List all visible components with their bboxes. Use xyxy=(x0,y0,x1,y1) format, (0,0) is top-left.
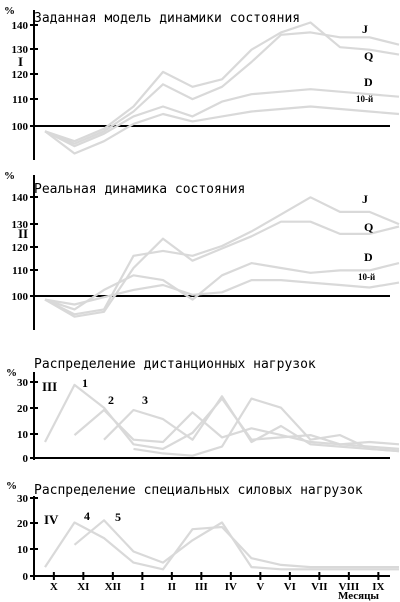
month-label: VIII xyxy=(338,581,359,593)
y-tick-label: 30 xyxy=(17,493,29,505)
series-line-1-1 xyxy=(44,21,400,143)
chart-title-3: Распределение дистанционных нагрузок xyxy=(34,357,316,372)
tick-marks-4: 30 20 10 0 xyxy=(17,493,38,583)
series-line-4-2 xyxy=(73,519,399,571)
series-line-2-4 xyxy=(44,279,400,306)
series-line-4-1 xyxy=(44,521,399,571)
series-group-4 xyxy=(44,519,399,571)
series-line-2-3 xyxy=(44,262,400,311)
series-group-2 xyxy=(44,196,400,318)
series-line-3-3 xyxy=(103,395,400,453)
series-label-Q-2: Q xyxy=(364,220,373,234)
y-tick-label: 0 xyxy=(23,571,29,583)
panel-3: % Распределение дистанционных нагрузок I… xyxy=(6,357,400,465)
unit-label-3: % xyxy=(6,367,17,379)
y-tick-label: 140 xyxy=(12,192,29,204)
series-line-3-2 xyxy=(73,408,400,450)
series-label-J-2: J xyxy=(362,192,368,206)
y-tick-label: 110 xyxy=(12,265,28,277)
series-label-10-2: 10-й xyxy=(358,272,375,282)
series-line-3-1 xyxy=(44,383,400,450)
month-label: IV xyxy=(225,581,237,593)
series-line-2-2 xyxy=(44,220,400,318)
month-label: II xyxy=(168,581,177,593)
month-label: IX xyxy=(372,581,384,593)
tick-marks-3: 30 20 10 0 xyxy=(17,377,38,465)
series-label-Q-1: Q xyxy=(364,49,373,63)
chart-title-2: Реальная динамика состояния xyxy=(34,182,245,197)
series-line-2-1 xyxy=(44,196,400,316)
y-tick-label: 30 xyxy=(17,377,29,389)
tick-marks-2: 140 130 120 110 100 xyxy=(12,192,38,303)
series-label-D-2: D xyxy=(364,250,373,264)
y-tick-label: 110 xyxy=(12,94,28,106)
series-label-2-3: 2 xyxy=(108,393,114,407)
series-group-3 xyxy=(44,383,400,457)
y-tick-label: 120 xyxy=(12,242,29,254)
y-tick-label: 130 xyxy=(12,44,29,56)
series-label-10-1: 10-й xyxy=(356,94,373,104)
y-tick-label: 100 xyxy=(12,121,29,133)
y-tick-label: 130 xyxy=(12,219,29,231)
month-label: III xyxy=(195,581,208,593)
month-label: VI xyxy=(284,581,296,593)
series-line-3-4 xyxy=(133,397,400,457)
y-tick-label: 0 xyxy=(23,453,29,465)
panel-label-3: III xyxy=(42,379,57,394)
month-label: VII xyxy=(311,581,328,593)
chart-title-4: Распределение специальных силовых нагруз… xyxy=(34,483,363,498)
y-tick-label: 20 xyxy=(17,403,29,415)
series-label-5-4: 5 xyxy=(115,510,121,524)
panel-1: % Заданная модель динамики состояния I 1… xyxy=(4,5,400,160)
series-line-1-4 xyxy=(44,105,400,155)
series-group-1 xyxy=(44,21,400,155)
y-tick-label: 20 xyxy=(17,518,29,530)
series-line-1-3 xyxy=(44,88,400,148)
series-label-3-3: 3 xyxy=(142,393,148,407)
y-tick-label: 10 xyxy=(17,544,29,556)
series-label-1-3: 1 xyxy=(82,376,88,390)
y-tick-label: 10 xyxy=(17,429,29,441)
month-label: V xyxy=(256,581,264,593)
series-line-1-2 xyxy=(44,31,400,145)
month-label: XI xyxy=(77,581,89,593)
y-tick-label: 120 xyxy=(12,69,29,81)
panel-4: % Распределение специальных силовых нагр… xyxy=(6,480,399,602)
month-axis-labels: X XI XII I II III IV V VI VII VIII IX xyxy=(50,572,385,593)
unit-label-1: % xyxy=(4,5,15,17)
chart-title-1: Заданная модель динамики состояния xyxy=(34,11,300,26)
series-label-J-1: J xyxy=(362,22,368,36)
panel-label-1: I xyxy=(18,54,23,69)
month-label: XII xyxy=(105,581,122,593)
y-tick-label: 140 xyxy=(12,20,29,32)
panel-label-2: II xyxy=(18,226,28,241)
series-label-D-1: D xyxy=(364,75,373,89)
panel-2: % Реальная динамика состояния II 1401301… xyxy=(4,170,400,330)
series-label-4-4: 4 xyxy=(84,509,90,523)
tick-marks-1: 140 130 120 110 100 xyxy=(12,20,38,133)
x-axis-label: Месяцы xyxy=(338,590,379,602)
y-tick-label: 100 xyxy=(12,291,29,303)
unit-label-4: % xyxy=(6,480,17,492)
month-label: I xyxy=(140,581,144,593)
month-label: X xyxy=(50,581,58,593)
panel-label-4: IV xyxy=(44,512,59,527)
unit-label-2: % xyxy=(4,170,15,182)
